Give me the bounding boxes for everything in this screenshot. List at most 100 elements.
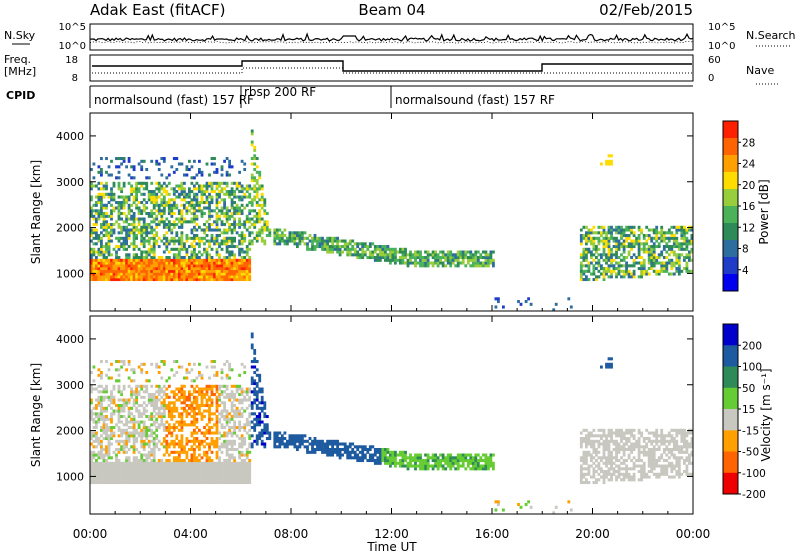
power-cell (190, 176, 194, 180)
velocity-cell (203, 445, 206, 449)
power-cell (235, 275, 239, 279)
velocity-cell (110, 390, 113, 394)
velocity-cell (218, 412, 221, 416)
power-cell (426, 258, 430, 262)
velocity-cell (585, 467, 588, 471)
colorbar-swatch (723, 274, 738, 292)
velocity-cell (115, 459, 118, 463)
power-cell (607, 269, 611, 273)
power-cell (587, 247, 591, 251)
velocity-cell (152, 467, 156, 471)
power-cell (170, 223, 174, 227)
power-cell (632, 258, 636, 262)
velocity-cell (245, 420, 249, 424)
power-cell (105, 214, 108, 218)
power-cell (622, 242, 626, 246)
power-cell (167, 212, 171, 216)
power-cell (203, 275, 206, 279)
power-cell (607, 250, 611, 254)
velocity-cell (160, 420, 164, 424)
power-cell (622, 234, 626, 238)
velocity-cell (117, 398, 121, 402)
power-cell (610, 236, 613, 240)
power-cell (579, 236, 583, 240)
velocity-cell (275, 445, 279, 449)
power-cell (326, 239, 330, 243)
power-cell (348, 253, 352, 257)
power-cell (112, 228, 116, 232)
velocity-cell (142, 434, 146, 438)
velocity-cell (115, 360, 118, 364)
power-cell (627, 272, 631, 276)
velocity-cell (190, 467, 194, 471)
power-cell (172, 192, 176, 196)
velocity-cell (152, 404, 156, 408)
velocity-cell (585, 456, 588, 460)
velocity-cell (205, 470, 209, 474)
power-cell (326, 250, 330, 254)
power-cell (105, 256, 108, 260)
velocity-cell (230, 461, 234, 465)
velocity-cell (198, 459, 201, 463)
velocity-cell (421, 467, 425, 471)
power-cell (105, 267, 108, 271)
power-cell (260, 203, 264, 207)
power-cell (102, 214, 106, 218)
power-cell (652, 258, 656, 262)
power-cell (130, 209, 134, 213)
power-cell (238, 198, 242, 202)
power-cell (592, 269, 596, 273)
velocity-cell (167, 472, 171, 476)
velocity-cell (230, 431, 234, 435)
power-cell (278, 239, 282, 243)
power-cell (215, 225, 219, 229)
power-cell (240, 242, 244, 246)
power-cell (162, 223, 166, 227)
power-cell (165, 231, 169, 235)
power-cell (637, 261, 641, 265)
power-cell (260, 192, 264, 196)
power-cell (195, 275, 199, 279)
power-cell (230, 201, 234, 205)
power-cell (117, 258, 121, 262)
power-cell (155, 264, 159, 268)
velocity-cell (175, 475, 179, 479)
power-cell (140, 228, 144, 232)
power-cell (680, 228, 684, 232)
power-cell (255, 187, 259, 191)
power-cell (125, 220, 129, 224)
velocity-cell (142, 412, 146, 416)
power-cell (157, 256, 161, 260)
power-cell (147, 223, 151, 227)
power-cell (152, 272, 156, 276)
power-cell (165, 223, 169, 227)
power-cell (228, 269, 232, 273)
velocity-cell (95, 415, 98, 419)
velocity-cell (248, 445, 252, 449)
power-cell (105, 184, 108, 188)
velocity-cell (250, 404, 254, 408)
power-cell (255, 170, 259, 174)
velocity-cell (210, 481, 214, 485)
velocity-cell (193, 379, 196, 383)
velocity-cell (190, 409, 194, 413)
velocity-cell (240, 467, 244, 471)
power-cell (579, 256, 583, 260)
power-cell (193, 236, 196, 240)
velocity-cell (90, 453, 93, 457)
velocity-cell (140, 481, 144, 485)
velocity-cell (127, 461, 131, 465)
power-cell (180, 181, 184, 185)
power-cell (250, 201, 254, 205)
power-cell (150, 181, 154, 185)
power-cell (210, 228, 214, 232)
power-cell (346, 247, 350, 251)
power-cell (223, 236, 227, 240)
velocity-cell (102, 409, 106, 413)
velocity-cell (150, 434, 154, 438)
velocity-cell (195, 470, 199, 474)
velocity-cell (378, 461, 382, 465)
power-cell (175, 157, 179, 161)
power-cell (115, 256, 118, 260)
power-cell (100, 192, 103, 196)
